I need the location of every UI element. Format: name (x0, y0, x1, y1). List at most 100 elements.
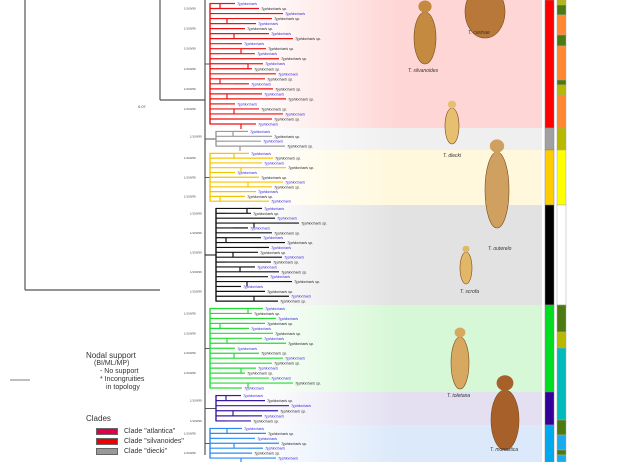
support-value: 1/100/99 (190, 250, 202, 254)
clade-legend-diecki: Clade "diecki" (86, 446, 184, 456)
taxon-label: Typhlocharis sp. (287, 241, 313, 245)
taxon-label: Typhlocharis sp. (247, 195, 273, 199)
taxon-label: Typhlocharis sp. (253, 419, 279, 423)
clades-legend: Clades Clade "atlantica" Clade "silvanoi… (86, 414, 184, 456)
taxon-label: Typhlocharis sp. (254, 452, 280, 456)
taxon-label: Typhlocharis (271, 32, 291, 36)
taxon-label: Typhlocharis sp. (268, 47, 294, 51)
taxon-label: Typhlocharis sp. (261, 352, 287, 356)
taxon-label: Typhlocharis sp. (275, 157, 301, 161)
taxon-label: Typhlocharis (291, 295, 311, 299)
clade-label: Clade "silvanoides" (124, 437, 184, 445)
support-value: 1/100/99 (184, 451, 196, 455)
taxon-label: Typhlocharis (257, 52, 277, 56)
taxon-label: Typhlocharis sp. (280, 409, 306, 413)
taxon-label: Typhlocharis (237, 347, 257, 351)
region-color-bar (556, 14, 567, 36)
region-color-bar (556, 45, 567, 81)
beetle-head (489, 139, 505, 153)
taxon-label: Typhlocharis sp. (267, 322, 293, 326)
taxon-label: Typhlocharis sp. (275, 87, 301, 91)
taxon-label: Typhlocharis (258, 22, 278, 26)
region-color-bar (556, 127, 567, 151)
taxon-label: Typhlocharis (243, 285, 263, 289)
support-value: 1/100/99 (184, 331, 196, 335)
taxon-label: Typhlocharis (263, 140, 283, 144)
scale-label: 0.07 (138, 104, 147, 109)
taxon-label: Typhlocharis sp. (261, 107, 287, 111)
beetle-head (462, 245, 470, 253)
taxon-label: Typhlocharis (258, 190, 278, 194)
taxon-label: Typhlocharis sp. (267, 290, 293, 294)
taxon-label: Typhlocharis (271, 200, 291, 204)
taxon-label: Typhlocharis sp. (280, 300, 306, 304)
clade-color-bar (544, 0, 555, 129)
taxon-label: Typhlocharis sp. (281, 57, 307, 61)
region-color-bar (556, 34, 567, 47)
region-color-bar (556, 204, 567, 306)
taxon-label: Typhlocharis sp. (288, 97, 314, 101)
region-color-bar (556, 331, 567, 349)
support-value: 1/100/99 (190, 399, 202, 403)
clade-swatch (96, 427, 118, 435)
taxon-label: Typhlocharis (244, 42, 264, 46)
taxon-label: Typhlocharis sp. (273, 261, 299, 265)
taxon-label: Typhlocharis (251, 152, 271, 156)
taxon-label: Typhlocharis (264, 207, 284, 211)
clade-color-bar (544, 391, 555, 426)
support-value: 1/100/99 (190, 134, 202, 138)
taxon-label: Typhlocharis sp. (301, 222, 327, 226)
support-value: 1/100/99 (184, 156, 196, 160)
taxon-label: Typhlocharis (237, 171, 257, 175)
beetle-illustration (484, 151, 510, 229)
clade-label: Clade "atlantica" (124, 427, 176, 435)
legend-title: Nodal support (86, 351, 136, 360)
region-color-bar (556, 304, 567, 333)
taxon-label: Typhlocharis (264, 161, 284, 165)
taxon-label: Typhlocharis (264, 414, 284, 418)
taxon-label: Typhlocharis (265, 307, 285, 311)
taxon-label: Typhlocharis (237, 2, 257, 6)
support-value: 1/100/99 (184, 67, 196, 71)
taxon-label: Typhlocharis sp. (274, 135, 300, 139)
taxon-label: Typhlocharis (237, 102, 257, 106)
beetle-head (418, 0, 432, 13)
support-value: 1/100/99 (184, 311, 196, 315)
taxon-label: Typhlocharis (263, 236, 283, 240)
clade-color-bar (544, 304, 555, 393)
taxon-label: Typhlocharis (258, 367, 278, 371)
taxon-label: Typhlocharis sp. (274, 17, 300, 21)
taxon-label: Typhlocharis (271, 377, 291, 381)
beetle-illustration (413, 11, 437, 65)
region-color-bar (556, 4, 567, 16)
beetle-caption: T. toletana (447, 393, 471, 399)
taxon-label: Typhlocharis sp. (268, 432, 294, 436)
taxon-label: Typhlocharis (257, 265, 277, 269)
taxon-label: Typhlocharis sp. (267, 77, 293, 81)
clade-swatch (96, 437, 118, 445)
beetle-illustration (490, 389, 520, 451)
taxon-label: Typhlocharis sp. (254, 312, 280, 316)
taxon-label: Typhlocharis (271, 246, 291, 250)
support-value: 1/100/99 (184, 431, 196, 435)
beetle-caption: T. monastica (490, 447, 519, 453)
support-value: 1/100/99 (190, 231, 202, 235)
support-value: 1/100/99 (184, 87, 196, 91)
support-value: 1/100/99 (184, 351, 196, 355)
taxon-label: Typhlocharis sp. (254, 67, 280, 71)
beetle-head (496, 375, 514, 391)
beetle-caption: T. diecki (443, 153, 462, 159)
beetle-caption: T. carinae (468, 30, 490, 36)
support-value: 1/100/99 (190, 419, 202, 423)
beetle-head (447, 100, 457, 109)
taxon-label: Typhlocharis (264, 92, 284, 96)
beetle-illustration (444, 107, 460, 145)
taxon-label: Typhlocharis sp. (287, 145, 313, 149)
taxon-label: Typhlocharis sp. (294, 280, 320, 284)
taxon-label: Typhlocharis sp. (274, 117, 300, 121)
clade-color-bar (544, 204, 555, 306)
taxon-label: Typhlocharis sp. (274, 185, 300, 189)
support-value: 1/100/99 (190, 211, 202, 215)
taxon-label: Typhlocharis (257, 437, 277, 441)
taxon-label: Typhlocharis sp. (267, 399, 293, 403)
